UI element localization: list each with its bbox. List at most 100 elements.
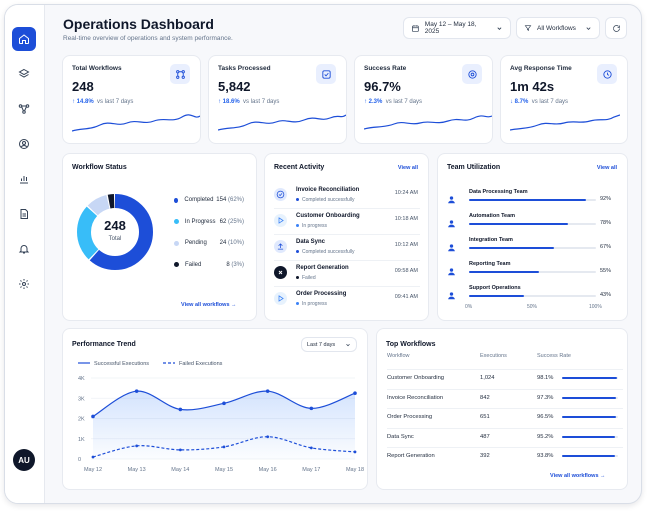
x-circle-icon xyxy=(274,266,287,279)
home-icon xyxy=(19,34,29,44)
table-row[interactable]: Invoice Reconciliation 842 97.3% xyxy=(387,390,621,408)
workflow-name: Data Sync xyxy=(387,433,414,440)
team-item[interactable]: Automation Team 78% xyxy=(447,213,611,235)
target-icon xyxy=(462,64,482,84)
kpi-trend: ↓ 8.7% vs last 7 days xyxy=(510,99,569,105)
page-subtitle: Real-time overview of operations and sys… xyxy=(63,35,233,42)
activity-item[interactable]: Customer Onboarding In progress 10:18 AM xyxy=(274,212,418,236)
kpi-change: 18.6% xyxy=(222,99,240,105)
x-tick-label: May 13 xyxy=(128,467,146,473)
y-tick-label: 3K xyxy=(78,396,85,402)
sidebar-item-layers[interactable] xyxy=(12,62,36,86)
activity-item[interactable]: Order Processing In progress 09:41 AM xyxy=(274,290,418,314)
team-axis-tick: 100% xyxy=(589,304,602,310)
card-title: Performance Trend xyxy=(72,341,136,348)
trend-range-select[interactable]: Last 7 days xyxy=(301,337,357,352)
divider xyxy=(387,408,623,409)
sidebar-item-workflows[interactable] xyxy=(12,97,36,121)
divider xyxy=(274,234,420,235)
table-row[interactable]: Data Sync 487 95.2% xyxy=(387,429,621,447)
kpi-change: 14.8% xyxy=(76,99,94,105)
donut-segment[interactable] xyxy=(77,194,153,270)
team-name: Reporting Team xyxy=(469,261,511,267)
sidebar-item-home[interactable] xyxy=(12,27,36,51)
activity-time: 10:24 AM xyxy=(394,190,418,196)
workflow-filter[interactable]: All Workflows xyxy=(516,17,600,39)
filter-icon xyxy=(524,25,532,31)
success-rate-bar xyxy=(562,455,618,457)
data-point[interactable] xyxy=(265,389,270,393)
checkbox-icon xyxy=(316,64,336,84)
chevron-down-icon xyxy=(497,26,502,30)
activity-item[interactable]: Report Generation Failed 09:58 AM xyxy=(274,264,418,288)
sidebar-item-users[interactable] xyxy=(12,132,36,156)
data-point[interactable] xyxy=(353,450,357,454)
workflow-name: Order Processing xyxy=(387,414,433,420)
activity-item[interactable]: Data Sync Completed successfully 10:12 AM xyxy=(274,238,418,262)
data-point[interactable] xyxy=(178,448,182,452)
date-range-picker[interactable]: May 12 – May 18, 2025 xyxy=(403,17,511,39)
table-row[interactable]: Customer Onboarding 1,024 98.1% xyxy=(387,370,621,388)
sidebar-item-documents[interactable] xyxy=(12,202,36,226)
data-point[interactable] xyxy=(134,389,139,393)
legend-value: 62 (25%) xyxy=(219,218,244,225)
view-all-activity-link[interactable]: View all xyxy=(397,165,418,171)
document-icon xyxy=(20,209,28,219)
workflow-status-donut xyxy=(77,194,153,270)
data-point[interactable] xyxy=(309,406,314,411)
performance-trend-card: Performance Trend Last 7 days Successful… xyxy=(62,328,368,490)
x-tick-label: May 15 xyxy=(215,467,233,473)
view-all-workflows-link[interactable]: View all workflows → xyxy=(181,302,237,308)
status-dot xyxy=(296,224,299,228)
page-title: Operations Dashboard xyxy=(63,16,214,32)
team-item[interactable]: Reporting Team 55% xyxy=(447,261,611,283)
table-row[interactable]: Order Processing 651 96.5% xyxy=(387,409,621,427)
team-item[interactable]: Support Operations 43% xyxy=(447,285,611,307)
refresh-button[interactable] xyxy=(605,17,627,39)
success-rate-value: 98.1% xyxy=(537,375,554,381)
kpi-trend: ↑ 14.8% vs last 7 days xyxy=(72,99,134,105)
divider xyxy=(387,427,623,429)
recent-activity-card: Recent Activity View all Invoice Reconci… xyxy=(264,153,429,321)
kpi-label: Tasks Processed xyxy=(218,65,271,72)
data-point[interactable] xyxy=(135,444,139,448)
kpi-card-avg-response-time: Avg Response Time 1m 42s ↓ 8.7% vs last … xyxy=(500,55,628,144)
x-tick-label: May 18 xyxy=(346,467,364,473)
activity-status: In progress xyxy=(296,301,327,307)
data-point[interactable] xyxy=(91,414,95,419)
data-point[interactable] xyxy=(353,391,357,395)
view-all-top-workflows-link[interactable]: View all workflows → xyxy=(550,473,606,479)
sidebar-item-notifications[interactable] xyxy=(12,237,36,261)
x-tick-label: May 12 xyxy=(84,467,102,473)
data-point[interactable] xyxy=(222,401,226,406)
clock-icon xyxy=(597,64,617,84)
donut-segment[interactable] xyxy=(77,194,153,270)
x-tick-label: May 14 xyxy=(171,467,189,473)
data-point[interactable] xyxy=(309,446,313,450)
utilization-fill xyxy=(469,223,569,225)
user-avatar[interactable]: AU xyxy=(13,449,35,471)
utilization-fill xyxy=(469,199,586,201)
performance-trend-chart: Successful Executions Failed Executions 0 1… xyxy=(78,361,364,473)
date-range-label: May 12 – May 18, 2025 xyxy=(424,21,477,35)
divider xyxy=(387,388,623,390)
activity-time: 10:12 AM xyxy=(394,242,418,248)
bar-chart-icon xyxy=(20,176,28,184)
data-point[interactable] xyxy=(266,435,270,439)
team-item[interactable]: Integration Team 67% xyxy=(447,237,611,259)
workflow-icon xyxy=(18,104,30,114)
activity-time: 10:18 AM xyxy=(394,216,418,222)
data-point[interactable] xyxy=(222,445,226,449)
sidebar-item-analytics[interactable] xyxy=(12,167,36,191)
view-all-teams-link[interactable]: View all xyxy=(596,165,617,171)
workflow-filter-label: All Workflows xyxy=(537,24,576,32)
data-point[interactable] xyxy=(91,455,95,459)
sidebar-item-settings[interactable] xyxy=(12,272,36,296)
activity-item[interactable]: Invoice Reconciliation Completed successf… xyxy=(274,186,418,210)
team-item[interactable]: Data Processing Team 92% xyxy=(447,189,611,211)
legend-dot xyxy=(174,219,179,224)
table-row[interactable]: Report Generation 392 93.8% xyxy=(387,448,621,466)
legend-value: 154 (62%) xyxy=(216,197,244,203)
data-point[interactable] xyxy=(178,407,183,412)
sidebar: AU xyxy=(5,5,45,503)
